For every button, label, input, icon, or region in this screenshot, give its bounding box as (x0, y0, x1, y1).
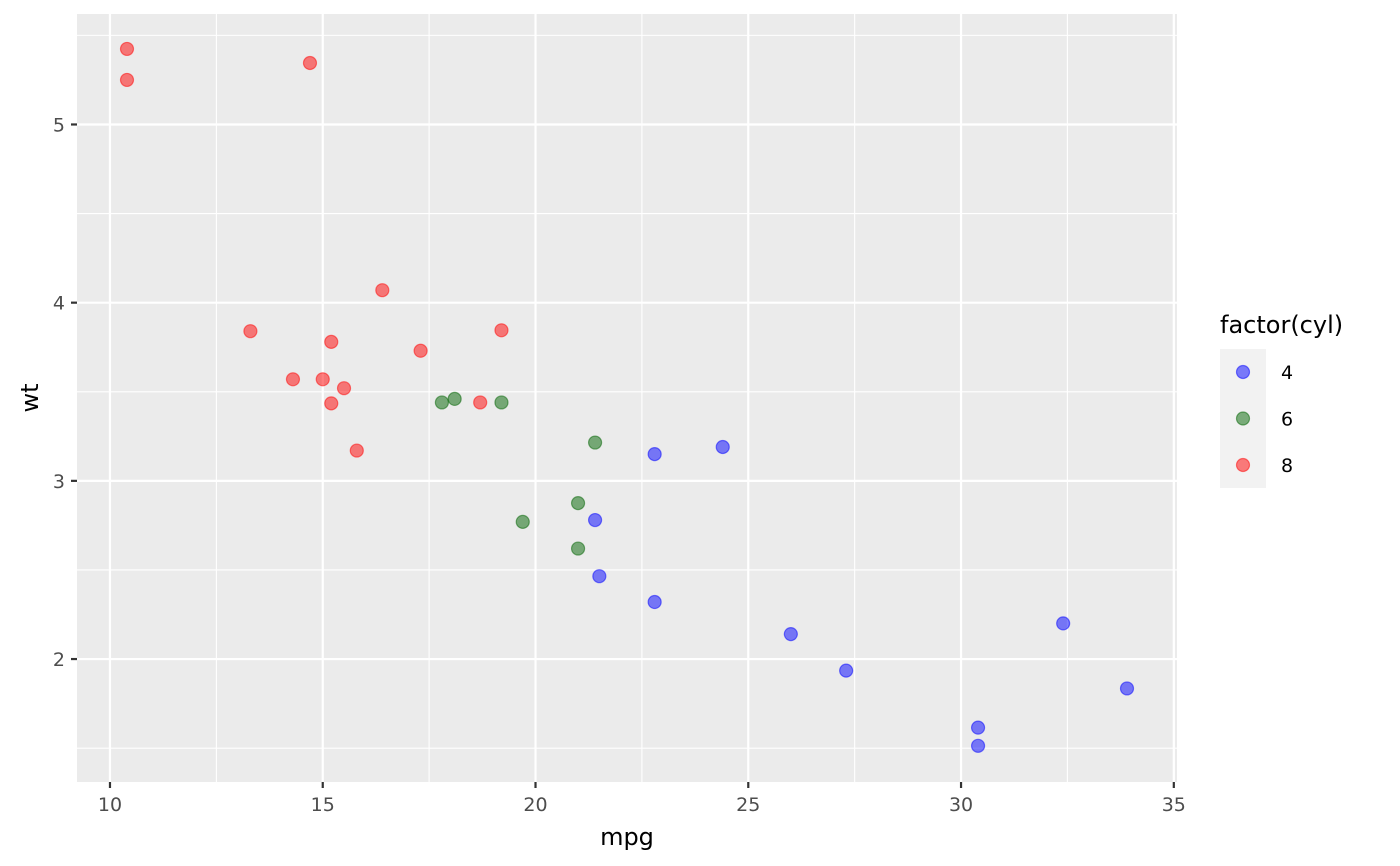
legend: factor(cyl) 4 6 8 (1220, 311, 1343, 488)
data-point-cyl-6 (447, 391, 462, 406)
data-point-cyl-6 (494, 395, 509, 410)
data-point-cyl-4 (970, 738, 986, 753)
points-layer (119, 41, 1135, 753)
x-tick-label: 25 (736, 794, 760, 816)
data-point-cyl-8 (315, 372, 330, 387)
x-tick-label: 35 (1162, 794, 1186, 816)
data-point-cyl-6 (434, 395, 449, 410)
data-point-cyl-8 (413, 343, 428, 358)
data-point-cyl-8 (473, 395, 488, 410)
data-point-cyl-8 (119, 72, 135, 88)
data-point-cyl-4 (1119, 681, 1135, 696)
data-point-cyl-6 (570, 541, 586, 556)
x-tick-label: 30 (949, 794, 973, 816)
data-point-cyl-4 (647, 594, 662, 610)
legend-label-6: 6 (1281, 409, 1293, 431)
x-tick-label: 15 (311, 794, 335, 816)
data-point-cyl-8 (243, 324, 258, 339)
data-point-cyl-8 (324, 396, 339, 411)
data-point-cyl-4 (715, 439, 730, 455)
data-point-cyl-8 (336, 381, 352, 396)
data-point-cyl-8 (302, 55, 318, 71)
data-point-cyl-4 (1056, 616, 1071, 631)
data-point-cyl-6 (570, 496, 586, 511)
data-point-cyl-4 (839, 663, 854, 678)
data-point-cyl-4 (647, 447, 662, 462)
data-point-cyl-6 (587, 435, 603, 450)
data-point-cyl-8 (119, 41, 135, 57)
legend-label-8: 8 (1281, 455, 1293, 477)
data-point-cyl-4 (783, 627, 798, 642)
y-tick-label: 3 (53, 471, 65, 493)
data-point-cyl-4 (970, 720, 986, 735)
x-tick-label: 20 (523, 794, 547, 816)
data-point-cyl-8 (285, 372, 301, 387)
data-point-cyl-8 (494, 323, 509, 338)
legend-label-4: 4 (1281, 362, 1293, 384)
legend-title: factor(cyl) (1220, 311, 1343, 339)
y-tick-label: 5 (53, 114, 65, 136)
legend-key-8 (1235, 457, 1251, 473)
data-point-cyl-8 (375, 283, 390, 298)
y-axis-title: wt (16, 383, 44, 412)
legend-key-6 (1235, 411, 1251, 426)
axes-layer: 10 15 20 25 30 35 2 3 4 5 (53, 114, 1186, 816)
data-point-cyl-4 (587, 512, 603, 528)
x-axis-title: mpg (600, 823, 654, 851)
data-point-cyl-8 (324, 334, 339, 349)
data-point-cyl-8 (349, 443, 364, 458)
x-tick-label: 10 (98, 794, 122, 816)
data-point-cyl-6 (515, 514, 530, 529)
y-tick-label: 4 (53, 293, 65, 315)
data-point-cyl-4 (592, 569, 607, 584)
legend-key-4 (1235, 364, 1251, 380)
plot-panel (77, 14, 1177, 782)
panel-background (77, 14, 1177, 782)
y-tick-label: 2 (53, 649, 65, 671)
